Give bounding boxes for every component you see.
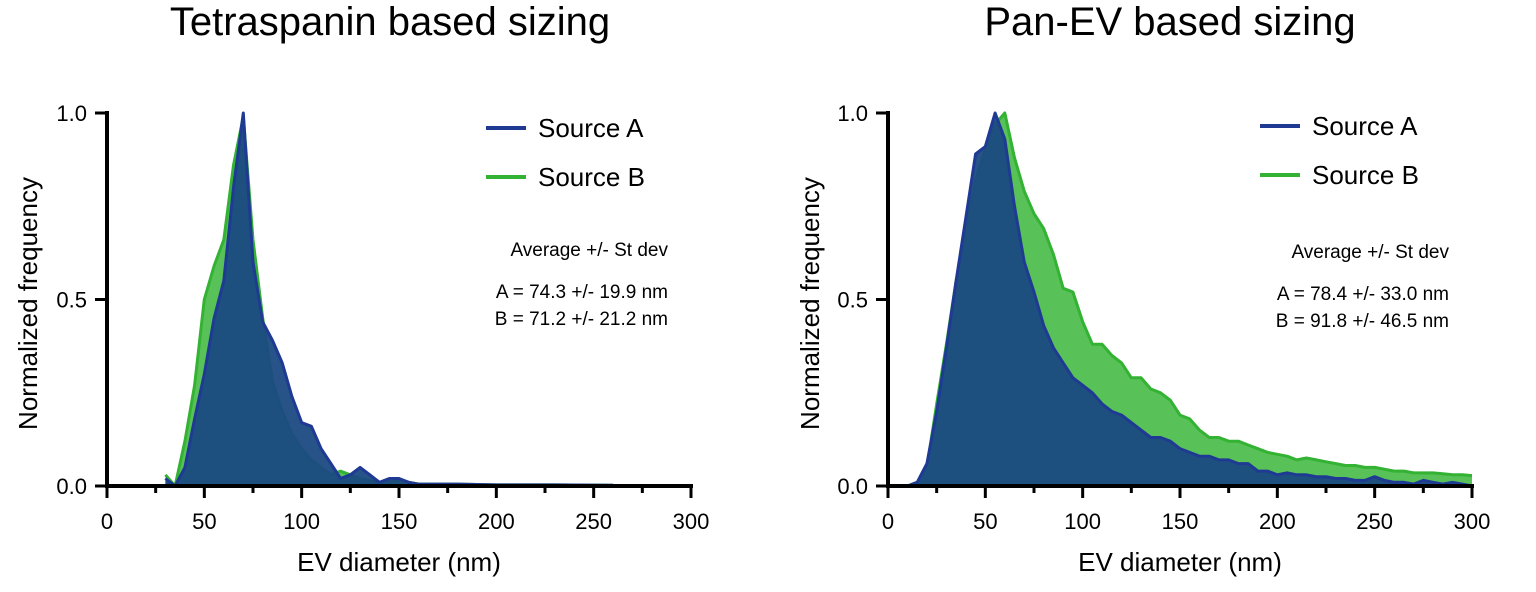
x-axis-title-tetraspanin: EV diameter (nm) <box>297 547 501 577</box>
stats-header-pan-ev: Average +/- St dev <box>1291 242 1449 263</box>
x-tick-label-pan-ev-0: 0 <box>882 509 894 534</box>
stats-line-pan-ev-0: A = 78.4 +/- 33.0 nm <box>1277 284 1449 305</box>
stats-header-tetraspanin: Average +/- St dev <box>510 240 668 261</box>
y-tick-label-tetraspanin-0.0: 0.0 <box>56 474 87 499</box>
y-tick-label-tetraspanin-0.5: 0.5 <box>56 288 87 313</box>
area-source-a-tetraspanin <box>165 113 614 486</box>
x-tick-label-pan-ev-250: 250 <box>1356 509 1393 534</box>
x-tick-label-pan-ev-50: 50 <box>973 509 997 534</box>
x-tick-label-tetraspanin-250: 250 <box>575 509 612 534</box>
x-tick-label-pan-ev-300: 300 <box>1454 509 1491 534</box>
line-source-a-tetraspanin <box>164 111 614 488</box>
x-tick-label-tetraspanin-150: 150 <box>381 509 418 534</box>
chart-title-tetraspanin: Tetraspanin based sizing <box>169 0 611 44</box>
x-tick-label-tetraspanin-50: 50 <box>192 509 216 534</box>
legend-label-source-b-tetraspanin: Source B <box>538 162 645 192</box>
y-tick-label-pan-ev-0.5: 0.5 <box>837 288 868 313</box>
x-tick-label-pan-ev-200: 200 <box>1259 509 1296 534</box>
legend-label-source-a-tetraspanin: Source A <box>538 113 644 143</box>
x-tick-label-pan-ev-150: 150 <box>1162 509 1199 534</box>
chart-title-pan-ev: Pan-EV based sizing <box>984 0 1356 44</box>
x-axis-title-pan-ev: EV diameter (nm) <box>1078 547 1282 577</box>
y-axis-title-pan-ev: Normalized frequency <box>795 177 825 430</box>
line-source-b-pan-ev <box>906 111 1473 488</box>
stats-line-tetraspanin-0: A = 74.3 +/- 19.9 nm <box>496 282 668 303</box>
x-tick-label-tetraspanin-100: 100 <box>283 509 320 534</box>
x-tick-label-tetraspanin-0: 0 <box>101 509 113 534</box>
y-tick-label-tetraspanin-1.0: 1.0 <box>56 101 87 126</box>
area-source-a-pan-ev <box>907 113 1472 486</box>
y-axis-title-tetraspanin: Normalized frequency <box>13 177 43 430</box>
y-tick-label-pan-ev-1.0: 1.0 <box>837 101 868 126</box>
legend-label-source-b-pan-ev: Source B <box>1312 160 1419 190</box>
x-tick-label-tetraspanin-300: 300 <box>673 509 710 534</box>
stats-line-pan-ev-1: B = 91.8 +/- 46.5 nm <box>1276 311 1449 332</box>
y-tick-label-pan-ev-0.0: 0.0 <box>837 474 868 499</box>
x-tick-label-tetraspanin-200: 200 <box>478 509 515 534</box>
stats-line-tetraspanin-1: B = 71.2 +/- 21.2 nm <box>495 309 668 330</box>
line-source-a-pan-ev <box>906 111 1473 488</box>
legend-label-source-a-pan-ev: Source A <box>1312 111 1418 141</box>
x-tick-label-pan-ev-100: 100 <box>1064 509 1101 534</box>
